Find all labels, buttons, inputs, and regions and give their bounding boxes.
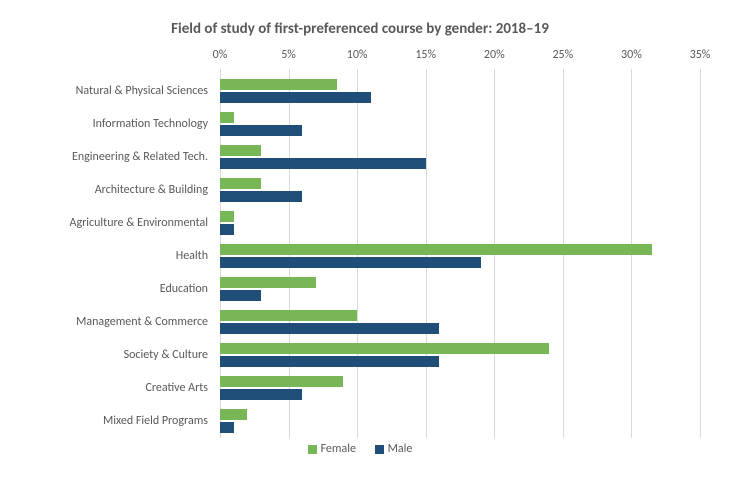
category-label: Management & Commerce	[30, 315, 214, 329]
category-row: Architecture & Building	[30, 173, 700, 206]
category-label: Mixed Field Programs	[30, 414, 214, 428]
bar-male	[220, 191, 302, 202]
bar-male	[220, 290, 261, 301]
category-row: Management & Commerce	[30, 305, 700, 338]
x-tick-label: 30%	[621, 48, 642, 62]
x-tick-label: 35%	[690, 48, 711, 62]
bar-male	[220, 158, 426, 169]
bar-female	[220, 409, 247, 420]
legend-swatch-female	[308, 445, 317, 454]
bar-male	[220, 389, 302, 400]
category-label: Creative Arts	[30, 381, 214, 395]
x-tick-label: 15%	[415, 48, 436, 62]
category-row: Agriculture & Environmental	[30, 206, 700, 239]
legend-item-female: Female	[308, 442, 356, 456]
category-label: Agriculture & Environmental	[30, 216, 214, 230]
x-axis: 0%5%10%15%20%25%30%35%	[220, 48, 700, 70]
category-row: Creative Arts	[30, 371, 700, 404]
legend: Female Male	[20, 442, 700, 456]
category-label: Education	[30, 282, 214, 296]
bar-female	[220, 244, 652, 255]
category-label: Engineering & Related Tech.	[30, 150, 214, 164]
tick-mark	[700, 69, 701, 74]
bar-female	[220, 112, 234, 123]
bar-female	[220, 277, 316, 288]
category-label: Information Technology	[30, 117, 214, 131]
bar-male	[220, 323, 439, 334]
bars-area: Natural & Physical Sciences Information T…	[30, 74, 700, 438]
bar-female	[220, 178, 261, 189]
bar-female	[220, 145, 261, 156]
bar-female	[220, 79, 337, 90]
category-label: Architecture & Building	[30, 183, 214, 197]
bar-female	[220, 343, 549, 354]
bar-female	[220, 376, 343, 387]
category-row: Health	[30, 239, 700, 272]
x-tick-label: 0%	[213, 48, 228, 62]
bar-male	[220, 92, 371, 103]
category-row: Mixed Field Programs	[30, 404, 700, 437]
bar-male	[220, 224, 234, 235]
legend-label-female: Female	[321, 442, 356, 456]
category-label: Society & Culture	[30, 348, 214, 362]
chart-container: Field of study of first-preferenced cour…	[0, 0, 730, 500]
category-row: Information Technology	[30, 107, 700, 140]
category-label: Natural & Physical Sciences	[30, 84, 214, 98]
x-tick-label: 5%	[281, 48, 296, 62]
legend-swatch-male	[375, 445, 384, 454]
x-tick-label: 10%	[347, 48, 368, 62]
bar-male	[220, 125, 302, 136]
bar-male	[220, 356, 439, 367]
bar-female	[220, 211, 234, 222]
x-tick-label: 25%	[552, 48, 573, 62]
x-tick-label: 20%	[484, 48, 505, 62]
plot-area: 0%5%10%15%20%25%30%35% Natural & Physica…	[30, 48, 700, 438]
category-row: Natural & Physical Sciences	[30, 74, 700, 107]
legend-item-male: Male	[375, 442, 413, 456]
gridline	[700, 74, 701, 438]
legend-label-male: Male	[388, 442, 413, 456]
bar-female	[220, 310, 357, 321]
category-row: Society & Culture	[30, 338, 700, 371]
category-row: Engineering & Related Tech.	[30, 140, 700, 173]
bar-male	[220, 422, 234, 433]
bar-male	[220, 257, 481, 268]
category-label: Health	[30, 249, 214, 263]
chart-title: Field of study of first-preferenced cour…	[20, 20, 700, 38]
category-row: Education	[30, 272, 700, 305]
